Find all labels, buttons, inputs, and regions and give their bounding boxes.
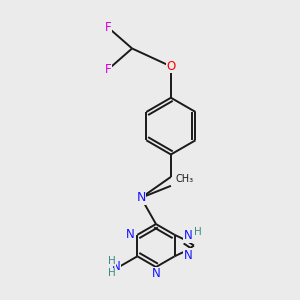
Text: N: N (125, 228, 134, 241)
Text: F: F (105, 21, 112, 34)
Text: N: N (112, 260, 121, 273)
Text: H: H (107, 256, 115, 266)
Text: N: N (152, 267, 160, 280)
Text: N: N (184, 249, 193, 262)
Text: F: F (105, 63, 112, 76)
Text: N: N (184, 229, 193, 242)
Text: N: N (136, 191, 146, 204)
Text: CH₃: CH₃ (176, 174, 194, 184)
Text: O: O (166, 60, 176, 73)
Text: H: H (107, 268, 115, 278)
Text: H: H (194, 227, 202, 237)
